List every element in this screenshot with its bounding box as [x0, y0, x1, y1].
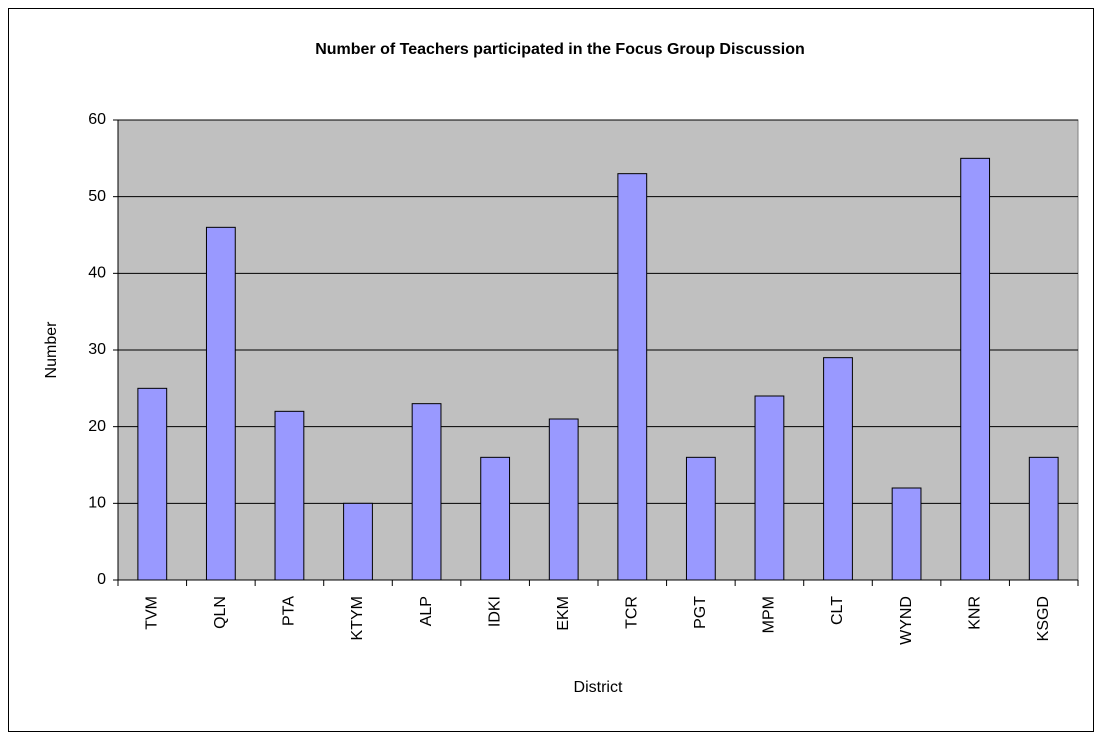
bar	[891, 487, 922, 581]
x-tick-label: PGT	[692, 596, 709, 629]
bar	[617, 173, 648, 581]
x-tick-label: MPM	[761, 596, 778, 633]
x-tick-label: TVM	[144, 596, 161, 630]
bar	[823, 357, 853, 581]
y-tick-label: 40	[88, 265, 106, 282]
x-tick-label: QLN	[212, 596, 229, 629]
y-tick-label: 10	[88, 495, 106, 512]
x-tick-label: EKM	[555, 596, 572, 631]
bar	[1028, 456, 1059, 581]
x-tick-label: KNR	[966, 596, 983, 630]
bar	[343, 502, 373, 581]
x-axis-label: District	[574, 679, 623, 696]
x-tick-label: KSGD	[1035, 596, 1052, 641]
bar	[205, 226, 236, 581]
y-tick-label: 0	[97, 571, 106, 588]
bar	[137, 387, 168, 581]
x-tick-label: TCR	[624, 596, 641, 629]
x-tick-label: ALP	[418, 596, 435, 626]
x-tick-label: IDKI	[486, 596, 503, 627]
chart-title: Number of Teachers participated in the F…	[315, 41, 805, 58]
y-tick-label: 20	[88, 418, 106, 435]
bar	[411, 403, 442, 581]
x-tick-label: PTA	[281, 596, 298, 626]
bar	[274, 410, 305, 581]
y-tick-label: 60	[88, 111, 106, 128]
bar	[754, 395, 785, 581]
y-axis-label: Number	[43, 321, 60, 379]
y-tick-label: 30	[88, 341, 106, 358]
x-tick-label: CLT	[829, 596, 846, 625]
bar	[685, 456, 716, 581]
bar	[548, 418, 579, 581]
y-tick-label: 50	[88, 188, 106, 205]
bar	[480, 456, 511, 581]
x-tick-label: KTYM	[349, 596, 366, 640]
x-tick-label: WYND	[898, 596, 915, 645]
bar	[960, 157, 991, 581]
